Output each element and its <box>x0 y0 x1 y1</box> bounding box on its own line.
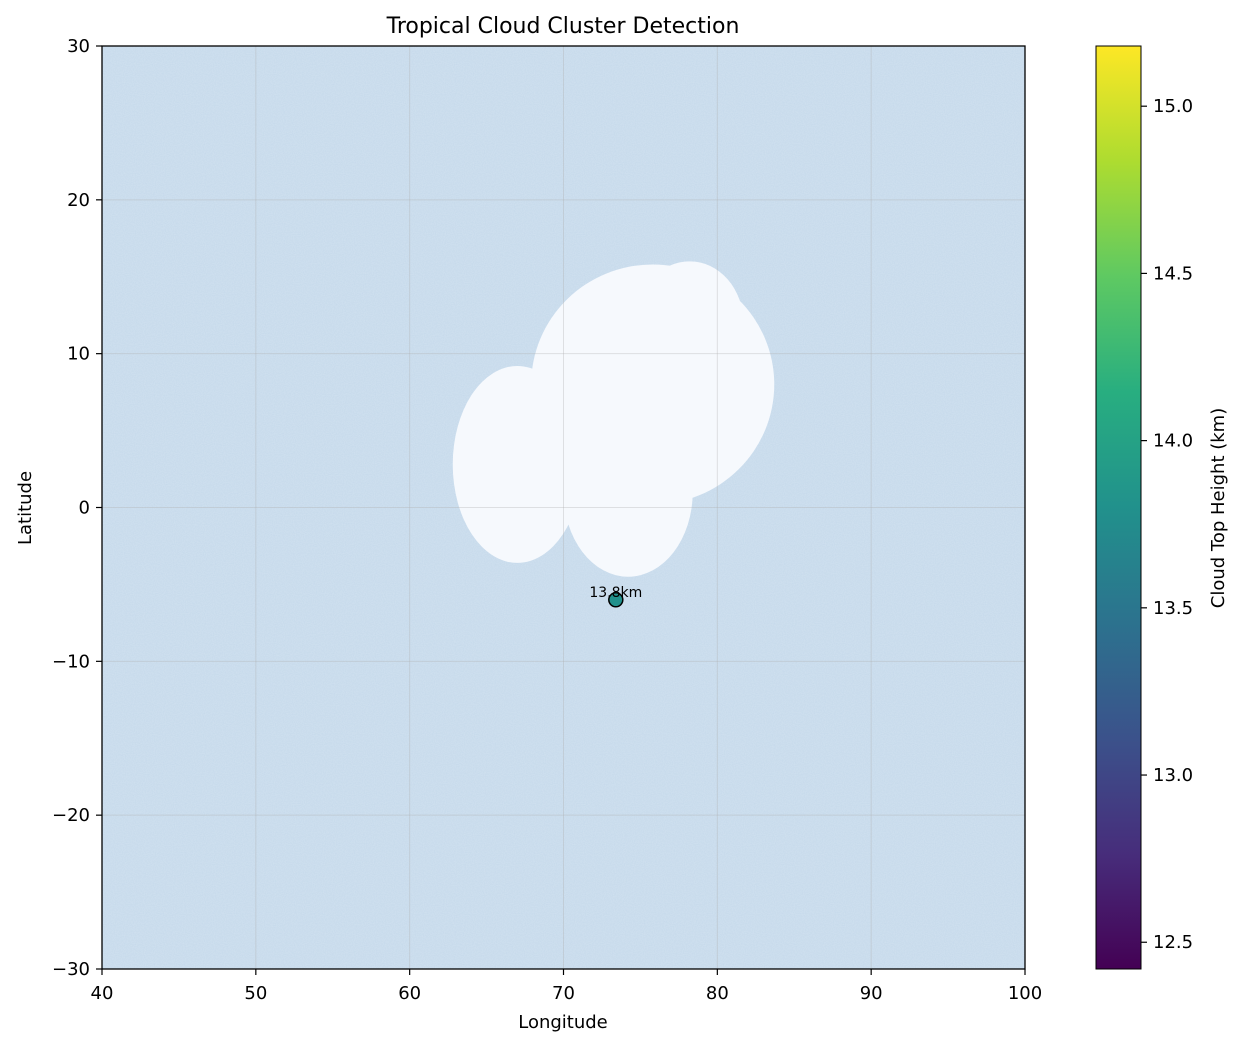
y-tick-label: 10 <box>67 344 90 365</box>
grid-lines <box>102 46 1025 969</box>
x-tick-label: 60 <box>398 983 421 1004</box>
colorbar-gradient <box>1095 45 1142 970</box>
cluster-point-label: 13.8km <box>589 585 642 601</box>
colorbar-tick-label: 13.0 <box>1153 765 1193 786</box>
x-tick-label: 70 <box>552 983 575 1004</box>
x-tick-label: 80 <box>706 983 729 1004</box>
x-axis: 40 50 60 70 80 90 100 <box>91 969 1042 1004</box>
y-tick-label: −30 <box>52 959 90 980</box>
x-tick-label: 40 <box>91 983 114 1004</box>
y-tick-label: 20 <box>67 190 90 211</box>
y-tick-label: −10 <box>52 651 90 672</box>
cluster-point <box>608 592 624 608</box>
y-axis-label: Latitude <box>15 471 36 545</box>
chart-title: Tropical Cloud Cluster Detection <box>386 14 740 39</box>
colorbar-tick-label: 15.0 <box>1153 96 1193 117</box>
colorbar-tick-label: 14.0 <box>1153 431 1193 452</box>
x-tick-label: 100 <box>1008 983 1042 1004</box>
colorbar-tick-label: 12.5 <box>1153 932 1193 953</box>
x-tick-label: 90 <box>860 983 883 1004</box>
cloud-blob <box>452 365 582 563</box>
y-tick-label: 30 <box>67 36 90 57</box>
y-tick-label: −20 <box>52 805 90 826</box>
plot-area: 13.8km <box>102 46 1025 969</box>
x-axis-label: Longitude <box>518 1012 608 1033</box>
colorbar-tick-label: 13.5 <box>1153 598 1193 619</box>
y-axis: −30 −20 −10 0 10 20 30 <box>52 36 102 980</box>
data-points: 13.8km <box>589 585 642 608</box>
cloud-blob <box>635 261 744 385</box>
cloud-blobs <box>452 261 775 577</box>
colorbar-label: Cloud Top Height (km) <box>1208 408 1229 608</box>
colorbar: 12.5 13.0 13.5 14.0 14.5 15.0 Cloud Top Heigh… <box>1095 45 1229 970</box>
colorbar-ticks: 12.5 13.0 13.5 14.0 14.5 15.0 <box>1141 96 1193 953</box>
colorbar-tick-label: 14.5 <box>1153 263 1193 284</box>
y-tick-label: 0 <box>79 498 90 519</box>
cloud-blob <box>563 407 693 577</box>
x-tick-label: 50 <box>244 983 267 1004</box>
